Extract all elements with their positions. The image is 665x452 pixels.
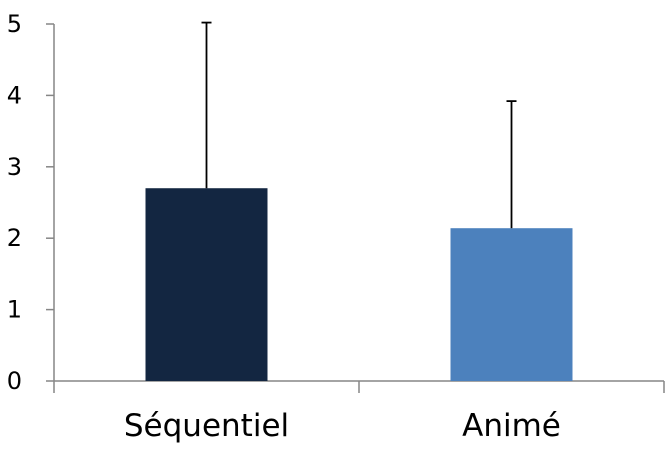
y-tick-label: 4 — [7, 81, 22, 109]
error-bars — [201, 21, 517, 229]
x-tick-label: Animé — [462, 408, 561, 444]
y-axis: 0 1 2 3 4 5 — [7, 10, 55, 395]
y-tick-label: 1 — [7, 296, 22, 324]
bars — [145, 188, 573, 381]
x-tick-label: Séquentiel — [124, 408, 289, 444]
y-tick-label: 0 — [7, 367, 22, 395]
x-axis: Séquentiel Animé — [53, 380, 665, 444]
bar — [145, 188, 268, 381]
y-tick-label: 3 — [7, 153, 22, 181]
bar — [450, 228, 573, 381]
y-tick-label: 2 — [7, 224, 22, 252]
y-tick-label: 5 — [7, 10, 22, 38]
